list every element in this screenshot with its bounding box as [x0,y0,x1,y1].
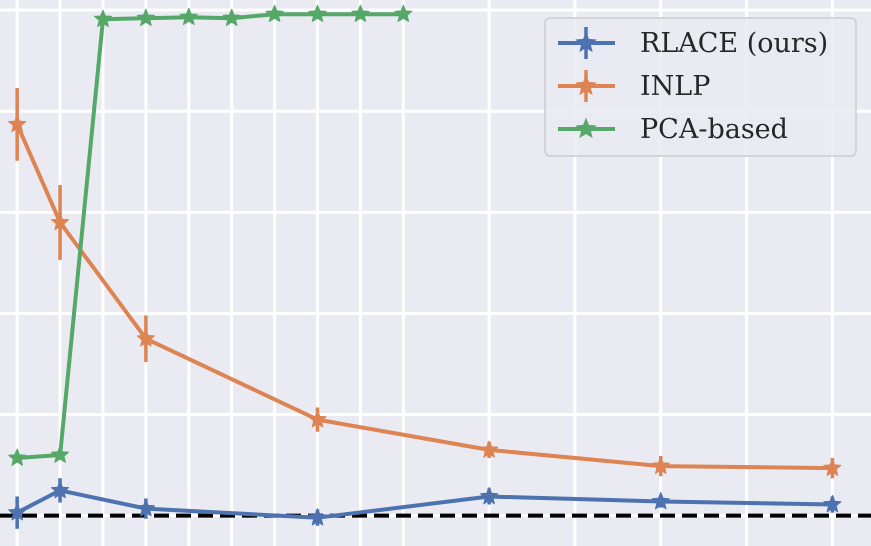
legend-marker [575,117,597,139]
legend-label: INLP [640,71,710,102]
series-rlace-ours [8,478,842,529]
series-pca-based [8,4,413,466]
data-point [308,4,327,22]
data-point [222,8,241,26]
data-point [8,503,27,521]
data-point [480,440,499,458]
legend-label: PCA-based [640,114,788,145]
data-point [823,495,842,513]
legend-box [544,17,857,157]
data-point [651,456,670,474]
data-point [394,4,413,22]
data-point [308,410,327,428]
legend-item-pca-based: PCA-based [558,114,788,145]
data-point [93,9,112,27]
legend-marker [575,31,597,53]
data-point [823,458,842,476]
data-point [265,4,284,22]
data-point [136,499,155,517]
series-inlp [8,87,842,479]
legend-item-rlace-ours: RLACE (ours) [558,27,828,59]
data-point [651,492,670,510]
legend-item-inlp: INLP [558,70,710,102]
data-point [51,212,70,231]
data-point [308,508,327,526]
series-line [15,12,406,460]
data-point [8,448,27,466]
data-point [8,114,27,133]
series-layer [8,4,842,529]
legend: RLACE (ours) INLP PCA-based [544,17,857,157]
legend-label: RLACE (ours) [640,28,828,59]
data-point [351,4,370,22]
data-point [480,487,499,505]
data-point [51,445,70,463]
data-point [136,329,155,347]
legend-marker [575,74,597,96]
data-point [179,7,198,25]
data-point [51,480,70,499]
data-point [136,8,155,26]
